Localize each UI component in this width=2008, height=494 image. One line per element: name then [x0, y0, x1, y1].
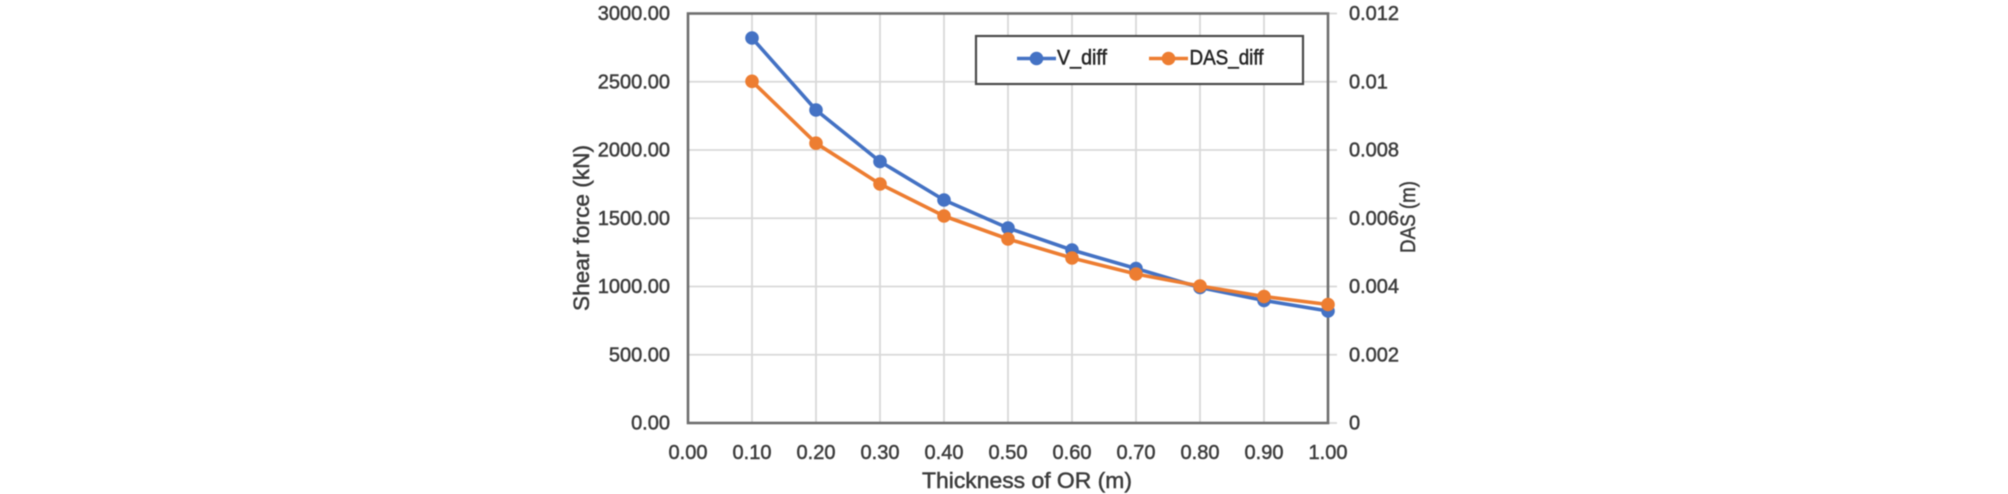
- svg-text:0.20: 0.20: [797, 442, 836, 464]
- svg-text:3000.00: 3000.00: [598, 3, 670, 25]
- svg-text:0.30: 0.30: [861, 442, 900, 464]
- svg-text:0.60: 0.60: [1053, 442, 1092, 464]
- svg-text:0.008: 0.008: [1349, 140, 1399, 162]
- svg-text:1000.00: 1000.00: [598, 276, 670, 298]
- svg-text:0.002: 0.002: [1349, 344, 1399, 366]
- svg-text:0.00: 0.00: [669, 442, 708, 464]
- svg-text:0.01: 0.01: [1349, 71, 1388, 93]
- svg-text:0.00: 0.00: [631, 413, 670, 435]
- svg-text:0.006: 0.006: [1349, 208, 1399, 230]
- svg-text:Thickness of OR (m): Thickness of OR (m): [922, 468, 1132, 493]
- svg-text:2500.00: 2500.00: [598, 71, 670, 93]
- svg-text:0.004: 0.004: [1349, 276, 1399, 298]
- svg-text:V_diff: V_diff: [1057, 47, 1107, 70]
- svg-text:0.40: 0.40: [925, 442, 964, 464]
- svg-text:DAS_diff: DAS_diff: [1190, 47, 1264, 70]
- svg-text:0.70: 0.70: [1117, 442, 1156, 464]
- svg-text:1.00: 1.00: [1309, 442, 1348, 464]
- svg-text:0.10: 0.10: [733, 442, 772, 464]
- svg-text:0.012: 0.012: [1349, 3, 1399, 25]
- svg-text:0: 0: [1349, 413, 1360, 435]
- svg-text:0.80: 0.80: [1181, 442, 1220, 464]
- svg-text:2000.00: 2000.00: [598, 140, 670, 162]
- svg-text:DAS (m): DAS (m): [1397, 181, 1420, 253]
- svg-text:Shear force (kN): Shear force (kN): [569, 145, 594, 311]
- svg-text:0.90: 0.90: [1245, 442, 1284, 464]
- svg-text:500.00: 500.00: [609, 344, 670, 366]
- svg-text:0.50: 0.50: [989, 442, 1028, 464]
- svg-text:1500.00: 1500.00: [598, 208, 670, 230]
